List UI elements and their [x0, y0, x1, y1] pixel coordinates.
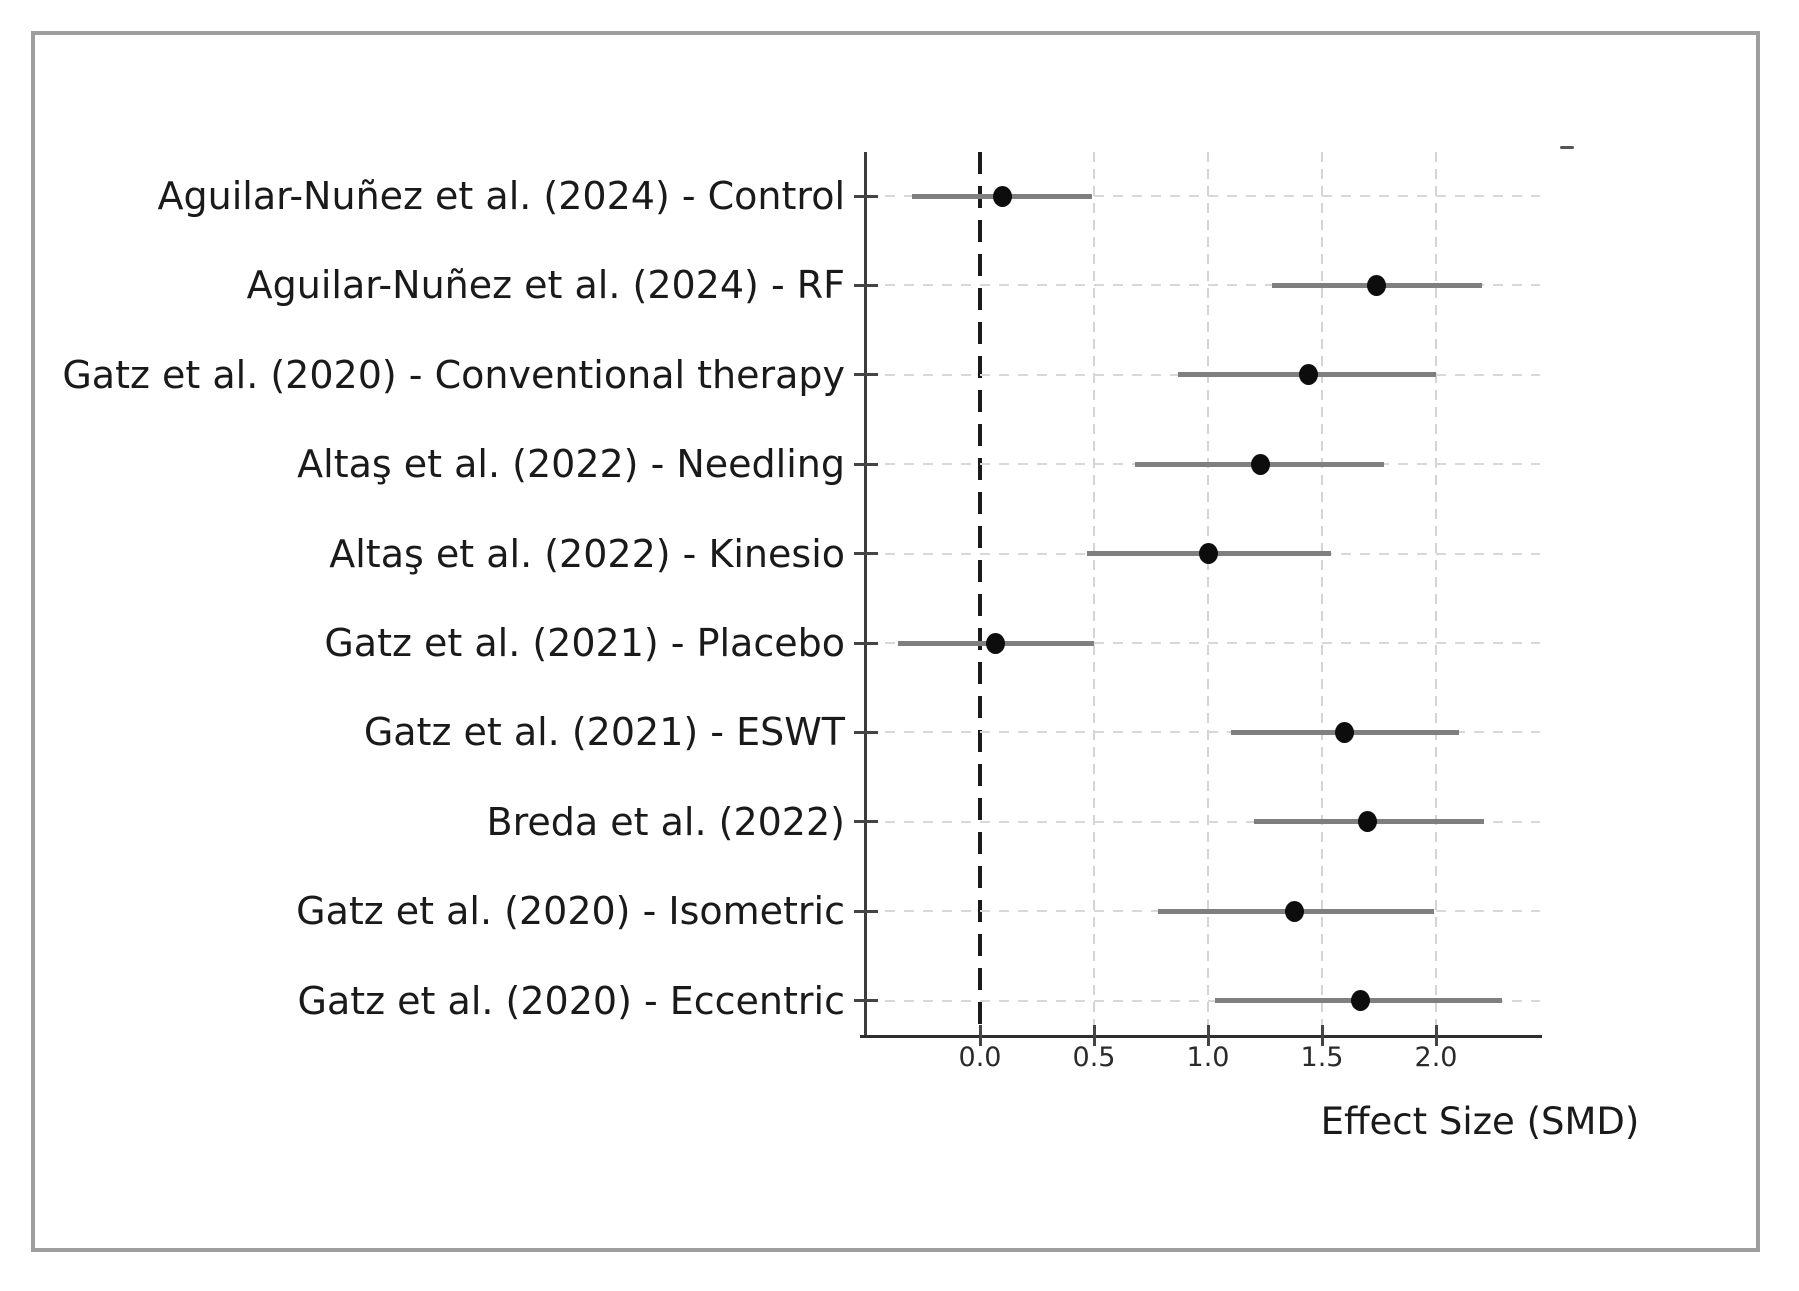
x-tick-label: 0.0: [958, 1042, 1002, 1073]
effect-dot: [993, 185, 1013, 207]
vertical-gridline: [1093, 152, 1095, 1035]
study-label: Aguilar-Nuñez et al. (2024) - RF: [246, 263, 845, 308]
study-label: Altaş et al. (2022) - Kinesio: [329, 531, 845, 576]
study-label: Gatz et al. (2021) - ESWT: [363, 710, 845, 755]
y-axis-tick: [854, 999, 878, 1003]
y-axis-tick: [854, 730, 878, 734]
y-axis-tick: [854, 909, 878, 913]
effect-dot: [1298, 364, 1318, 386]
study-label: Gatz et al. (2020) - Isometric: [296, 889, 845, 934]
study-label: Aguilar-Nuñez et al. (2024) - Control: [157, 174, 845, 218]
y-axis-tick: [854, 552, 878, 556]
effect-dot: [1335, 721, 1355, 743]
study-label: Gatz et al. (2020) - Conventional therap…: [62, 352, 845, 397]
y-axis-tick: [854, 820, 878, 824]
row-gridline: [866, 195, 1540, 197]
vertical-gridline: [1321, 152, 1324, 1035]
zero-reference-line: [978, 152, 982, 1035]
x-tick-label: 2.0: [1414, 1042, 1458, 1073]
y-axis-tick: [854, 462, 878, 466]
effect-dot: [1285, 900, 1305, 922]
row-gridline: [866, 999, 1540, 1002]
x-tick-label: 1.0: [1186, 1042, 1230, 1073]
x-axis-tick: [1434, 1025, 1438, 1046]
x-tick-label: 1.5: [1300, 1042, 1344, 1073]
plot-area: [854, 152, 1542, 1046]
study-label: Gatz et al. (2021) - Placebo: [324, 621, 845, 665]
row-gridline: [866, 642, 1540, 644]
row-gridline: [866, 284, 1540, 287]
effect-dot: [1358, 811, 1378, 833]
y-axis-tick: [854, 641, 878, 645]
vertical-gridline: [1207, 152, 1210, 1035]
effect-dot: [1351, 990, 1371, 1012]
effect-dot: [1367, 274, 1387, 296]
row-gridline: [866, 731, 1540, 734]
effect-dot: [1198, 543, 1218, 565]
y-axis-tick: [854, 283, 878, 287]
x-axis-title: Effect Size (SMD): [1320, 1100, 1640, 1143]
x-axis-line: [860, 1035, 1542, 1038]
y-axis-tick: [854, 373, 878, 377]
x-axis-tick: [1092, 1025, 1096, 1046]
effect-dot: [1250, 453, 1270, 475]
x-axis-tick: [1320, 1025, 1324, 1046]
x-tick-label: 0.5: [1072, 1042, 1116, 1073]
x-axis-tick: [1206, 1025, 1210, 1046]
vertical-gridline: [1435, 152, 1438, 1035]
effect-dot: [986, 632, 1006, 654]
stray-dash-mark: [1560, 146, 1574, 149]
study-label: Altaş et al. (2022) - Needling: [297, 442, 845, 487]
study-label: Gatz et al. (2020) - Eccentric: [297, 978, 845, 1023]
row-gridline: [866, 820, 1540, 823]
y-axis-tick: [854, 194, 878, 198]
study-label: Breda et al. (2022): [486, 799, 845, 844]
y-axis-spine: [864, 152, 867, 1037]
x-axis-tick: [978, 1025, 982, 1046]
figure-border: [31, 31, 1760, 1252]
